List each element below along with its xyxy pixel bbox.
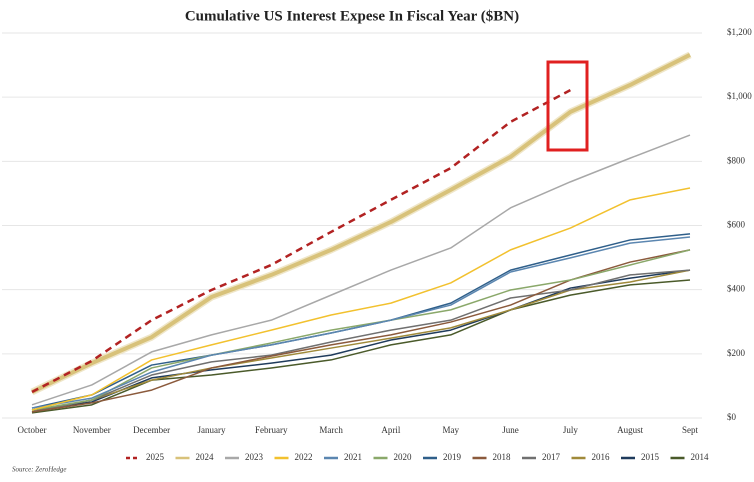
- legend-label: 2016: [592, 452, 611, 462]
- x-tick-label: August: [617, 425, 644, 435]
- y-tick-label: $1,200: [727, 27, 752, 37]
- legend: 2025 2024 2023 2022 2021 2020 2019 2018 2017 2016…: [126, 452, 709, 462]
- y-tick-label: $0: [727, 412, 737, 422]
- x-tick-label: February: [255, 425, 288, 435]
- legend-label: 2020: [394, 452, 413, 462]
- x-tick-label: October: [18, 425, 47, 435]
- legend-label: 2021: [344, 452, 362, 462]
- legend-label: 2024: [196, 452, 215, 462]
- series-line: [31, 279, 691, 414]
- x-tick-label: July: [563, 425, 579, 435]
- legend-label: 2019: [443, 452, 462, 462]
- legend-label: 2014: [691, 452, 710, 462]
- legend-label: 2022: [295, 452, 313, 462]
- x-tick-label: Sept: [682, 425, 699, 435]
- y-tick-label: $400: [727, 284, 746, 294]
- legend-label: 2025: [146, 452, 165, 462]
- series-line: [31, 236, 691, 409]
- y-tick-label: $800: [727, 155, 746, 165]
- legend-label: 2018: [493, 452, 512, 462]
- x-tick-label: January: [197, 425, 225, 435]
- source: Source: ZeroHedge: [12, 466, 67, 474]
- grid: $0 $200 $400 $600 $800 $1,000 $1,200 October Nov…: [2, 27, 752, 435]
- x-tick-label: March: [319, 425, 343, 435]
- series-line: [31, 269, 691, 413]
- x-tick-label: November: [73, 425, 111, 435]
- x-tick-label: May: [442, 425, 459, 435]
- series-line: [31, 269, 691, 411]
- legend-label: 2023: [245, 452, 264, 462]
- series-line: [31, 187, 691, 411]
- chart-title: Cumulative US Interest Expese In Fiscal …: [185, 8, 519, 24]
- x-tick-label: December: [133, 425, 170, 435]
- x-tick-label: April: [381, 425, 400, 435]
- series-line: [31, 134, 691, 406]
- series-line: [31, 269, 691, 413]
- y-tick-label: $600: [727, 220, 746, 230]
- legend-label: 2017: [542, 452, 561, 462]
- series-line: [31, 53, 691, 394]
- highlight-box: [546, 60, 589, 152]
- x-tick-label: June: [502, 425, 519, 435]
- legend-label: 2015: [641, 452, 660, 462]
- y-tick-label: $1,000: [727, 91, 752, 101]
- lines: [30, 51, 692, 414]
- series-line: [31, 249, 691, 411]
- series-line: [31, 89, 571, 394]
- y-tick-label: $200: [727, 348, 746, 358]
